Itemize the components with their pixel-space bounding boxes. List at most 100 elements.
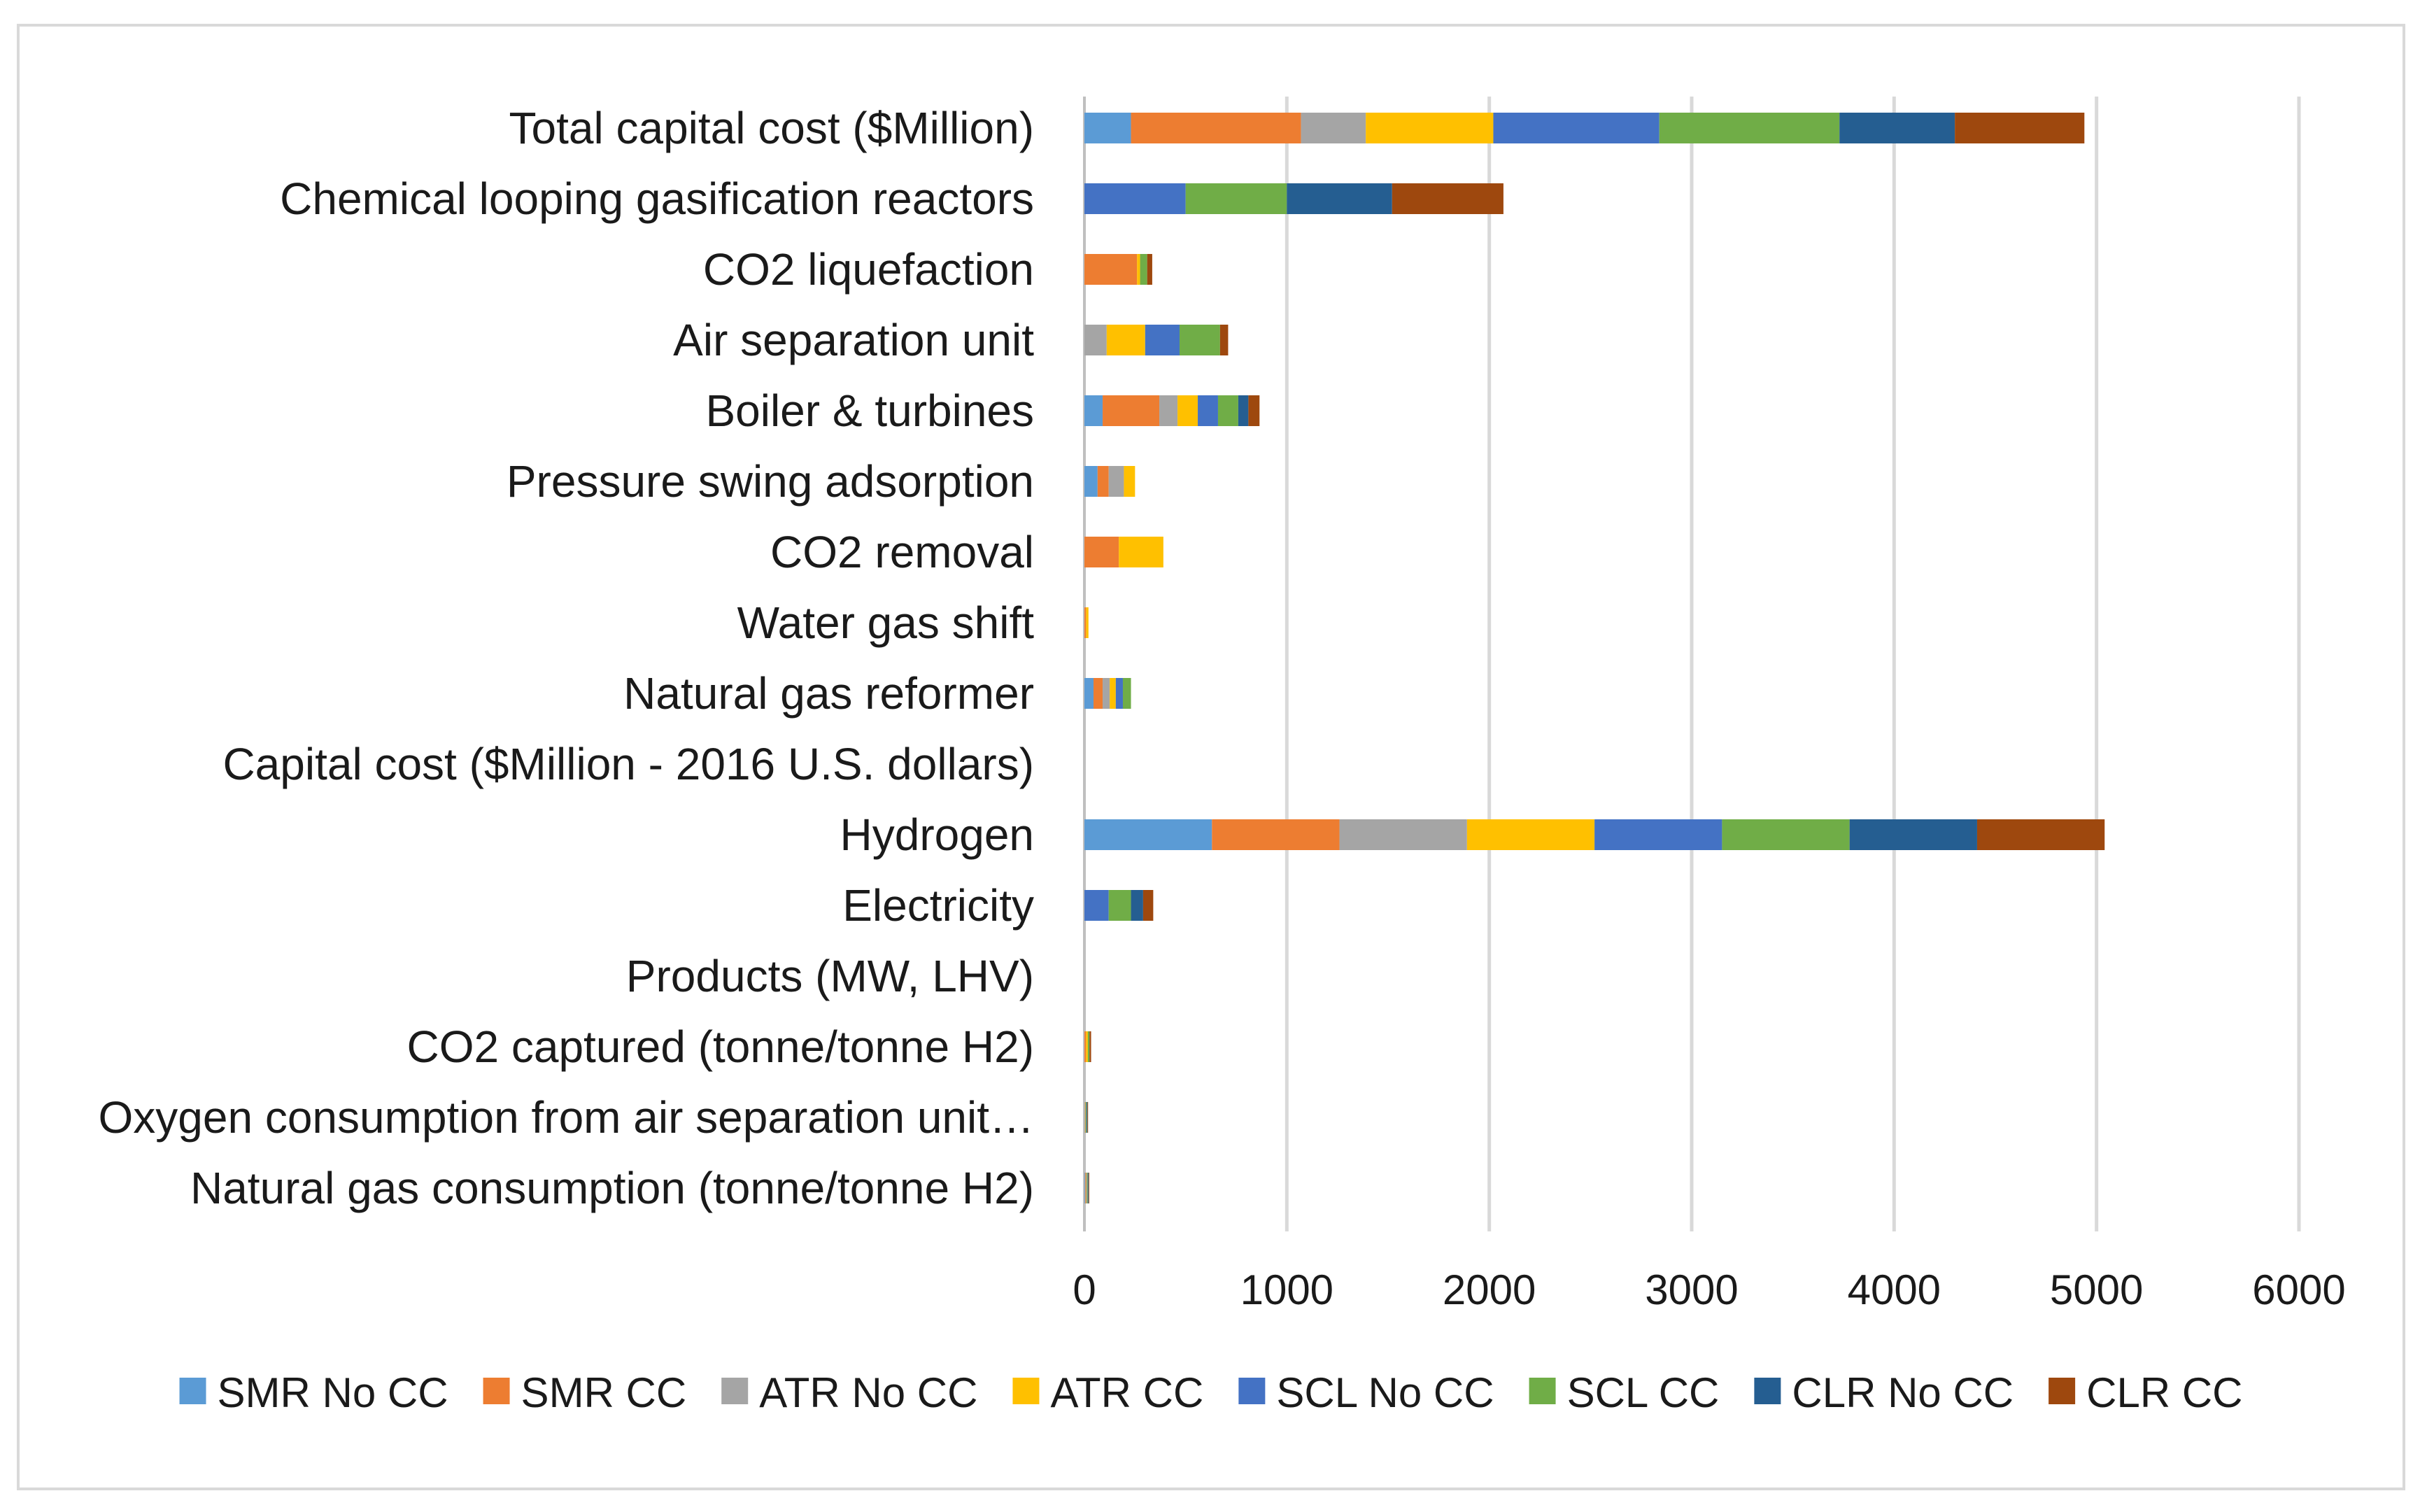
legend-label: SMR CC bbox=[521, 1369, 687, 1416]
legend-swatch bbox=[1529, 1378, 1556, 1404]
bar-segment bbox=[1466, 819, 1595, 850]
bar-segment bbox=[1955, 113, 2085, 143]
category-label: Water gas shift bbox=[737, 598, 1035, 648]
bar-segment bbox=[1219, 325, 1229, 355]
bar-segment bbox=[1087, 1173, 1089, 1203]
x-tick-label: 3000 bbox=[1645, 1266, 1738, 1313]
bar-segment bbox=[1084, 1173, 1086, 1203]
category-label: Oxygen consumption from air separation u… bbox=[98, 1092, 1034, 1143]
bar-segment bbox=[1301, 113, 1366, 143]
bar-segment bbox=[1145, 325, 1180, 355]
category-label: Total capital cost ($Million) bbox=[509, 103, 1035, 153]
bar-segment bbox=[1493, 113, 1660, 143]
bar-segment bbox=[1084, 1173, 1085, 1203]
bar-segment bbox=[1659, 113, 1840, 143]
bar-segment bbox=[1110, 678, 1116, 709]
bar-segment bbox=[1976, 819, 2105, 850]
legend-label: CLR No CC bbox=[1792, 1369, 2014, 1416]
bar-segment bbox=[1198, 395, 1218, 426]
bar-segment bbox=[1088, 1173, 1089, 1203]
bar-segment bbox=[1217, 395, 1238, 426]
bar-segment bbox=[1084, 819, 1212, 850]
x-tick-label: 6000 bbox=[2252, 1266, 2345, 1313]
legend-swatch bbox=[1012, 1378, 1040, 1404]
bar-segment bbox=[1084, 254, 1138, 285]
bar-chart: Total capital cost ($Million) Chemical lo… bbox=[98, 97, 2346, 1416]
bar-segment bbox=[1238, 395, 1249, 426]
bar-segment bbox=[1103, 678, 1110, 709]
category-label: Products (MW, LHV) bbox=[626, 951, 1034, 1001]
legend: SMR No CC SMR CC ATR No CC ATR CC SCL No CC S… bbox=[179, 1369, 2242, 1416]
category-label: CO2 liquefaction bbox=[703, 244, 1034, 295]
bar-segment bbox=[1084, 890, 1109, 921]
bar-segment bbox=[1131, 890, 1143, 921]
category-label: Air separation unit bbox=[673, 315, 1034, 365]
legend-label: SCL No CC bbox=[1276, 1369, 1494, 1416]
bar-segment bbox=[1086, 607, 1089, 638]
bar-segment bbox=[1089, 1031, 1091, 1062]
bar-segment bbox=[1137, 254, 1140, 285]
bar-segment bbox=[1084, 607, 1087, 638]
bar-segment bbox=[1185, 183, 1287, 214]
bar-segment bbox=[1849, 819, 1977, 850]
legend-swatch bbox=[179, 1378, 206, 1404]
bar-segment bbox=[1084, 678, 1094, 709]
bar-segment bbox=[1392, 183, 1503, 214]
category-label: Hydrogen bbox=[840, 810, 1035, 860]
bar-segment bbox=[1287, 183, 1392, 214]
legend-label: SMR No CC bbox=[218, 1369, 448, 1416]
bar-segment bbox=[1119, 537, 1163, 567]
bar-segment bbox=[1177, 395, 1198, 426]
bar-segment bbox=[1115, 678, 1123, 709]
category-label: Boiler & turbines bbox=[705, 386, 1034, 436]
category-label: CO2 captured (tonne/tonne H2) bbox=[406, 1022, 1034, 1072]
bar-segment bbox=[1084, 113, 1131, 143]
bar-segment bbox=[1142, 890, 1154, 921]
bar-segment bbox=[1108, 890, 1131, 921]
x-tick-labels: 0 1000 2000 3000 4000 5000 6000 bbox=[1073, 1266, 2345, 1313]
category-label: Natural gas reformer bbox=[623, 668, 1034, 719]
bar-segment bbox=[1084, 466, 1098, 497]
bar-segment bbox=[1085, 1173, 1087, 1203]
bar-segment bbox=[1122, 678, 1131, 709]
chart-frame: Total capital cost ($Million) Chemical lo… bbox=[17, 24, 2405, 1490]
category-label: CO2 removal bbox=[770, 527, 1034, 577]
bar-segment bbox=[1839, 113, 1955, 143]
bar-segment bbox=[1087, 1031, 1090, 1062]
legend-swatch bbox=[1238, 1378, 1266, 1404]
bar-segment bbox=[1103, 395, 1160, 426]
bar-segment bbox=[1084, 537, 1119, 567]
bar-segment bbox=[1106, 325, 1145, 355]
category-label: Capital cost ($Million - 2016 U.S. dolla… bbox=[222, 739, 1034, 789]
bar-segment bbox=[1179, 325, 1220, 355]
x-tick-label: 1000 bbox=[1240, 1266, 1333, 1313]
x-tick-label: 5000 bbox=[2050, 1266, 2143, 1313]
bars bbox=[1084, 113, 2105, 1203]
bar-segment bbox=[1084, 1031, 1087, 1062]
bar-segment bbox=[1147, 254, 1152, 285]
bar-segment bbox=[1086, 1031, 1088, 1062]
category-label: Natural gas consumption (tonne/tonne H2) bbox=[190, 1163, 1034, 1213]
bar-segment bbox=[1084, 325, 1107, 355]
bar-segment bbox=[1722, 819, 1850, 850]
legend-label: CLR CC bbox=[2086, 1369, 2242, 1416]
bar-segment bbox=[1159, 395, 1178, 426]
category-label: Electricity bbox=[842, 880, 1034, 931]
category-label: Chemical looping gasification reactors bbox=[280, 174, 1034, 224]
legend-label: ATR No CC bbox=[759, 1369, 977, 1416]
x-tick-label: 0 bbox=[1073, 1266, 1096, 1313]
bar-segment bbox=[1084, 183, 1186, 214]
bar-segment bbox=[1594, 819, 1722, 850]
legend-swatch bbox=[1754, 1378, 1781, 1404]
bar-segment bbox=[1131, 113, 1301, 143]
legend-swatch bbox=[483, 1378, 510, 1404]
legend-swatch bbox=[721, 1378, 749, 1404]
bar-segment bbox=[1085, 1102, 1087, 1133]
x-tick-label: 2000 bbox=[1443, 1266, 1536, 1313]
x-tick-label: 4000 bbox=[1848, 1266, 1941, 1313]
bar-segment bbox=[1366, 113, 1494, 143]
grid-lines bbox=[1083, 97, 2301, 1231]
bar-segment bbox=[1124, 466, 1135, 497]
legend-label: SCL CC bbox=[1567, 1369, 1720, 1416]
category-labels: Total capital cost ($Million) Chemical lo… bbox=[98, 103, 1034, 1213]
